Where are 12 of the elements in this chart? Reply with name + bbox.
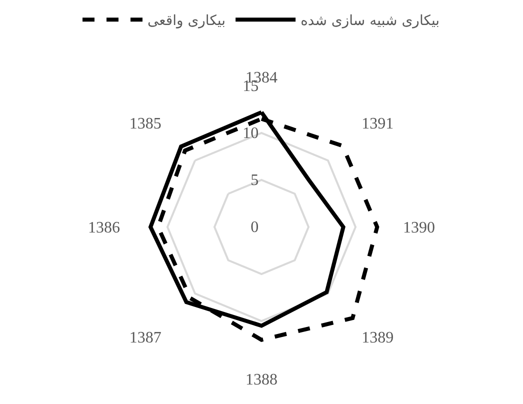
legend-label: بیکاری شبیه سازی شده bbox=[300, 13, 440, 30]
spoke-label: 1389 bbox=[362, 329, 394, 346]
y-tick-label: 10 bbox=[242, 125, 259, 142]
y-tick-label: 5 bbox=[250, 172, 259, 190]
legend-label: بیکاری واقعی bbox=[148, 13, 226, 30]
spoke-label: 1385 bbox=[129, 116, 162, 133]
spoke-label: 1391 bbox=[362, 116, 394, 133]
spoke-label: 1388 bbox=[246, 372, 278, 389]
spoke-label: 1387 bbox=[129, 329, 162, 346]
spoke-label: 1386 bbox=[88, 220, 120, 237]
y-tick-label: 0 bbox=[250, 219, 259, 236]
spoke-label: 1390 bbox=[403, 220, 436, 237]
